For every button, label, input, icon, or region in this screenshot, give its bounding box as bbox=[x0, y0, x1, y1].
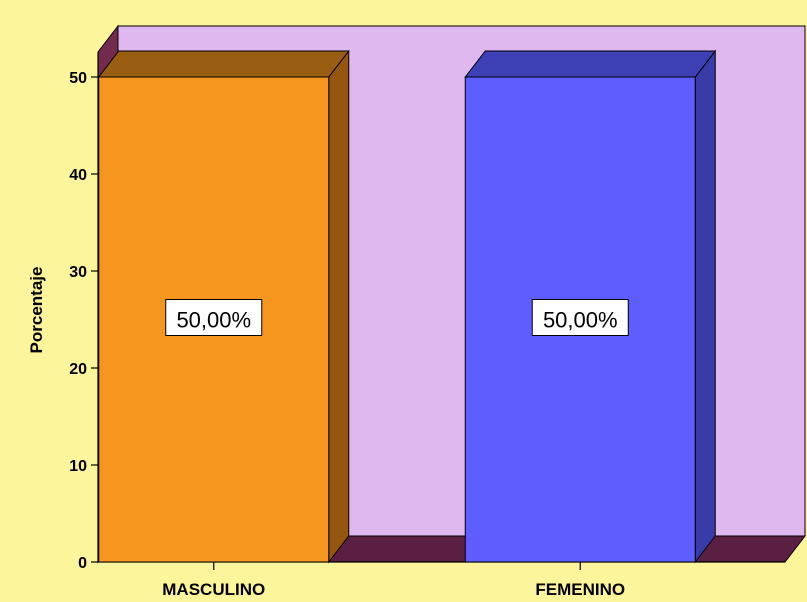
x-tick-label: MASCULINO bbox=[162, 580, 265, 599]
data-label: 50,00% bbox=[165, 299, 263, 336]
y-axis-label: Porcentaje bbox=[27, 267, 46, 354]
data-label-text: 50,00% bbox=[543, 308, 618, 333]
chart-labels: MASCULINO 50,00% FEMENINO 50,00% bbox=[162, 299, 629, 599]
y-tick-label: 20 bbox=[69, 361, 87, 378]
y-tick-label: 30 bbox=[69, 264, 87, 281]
x-tick-label: FEMENINO bbox=[535, 580, 625, 599]
y-tick-label: 40 bbox=[69, 167, 87, 184]
bar-top bbox=[97, 50, 350, 78]
y-tick-label: 0 bbox=[78, 555, 87, 572]
data-label-box bbox=[531, 299, 629, 336]
data-label-box bbox=[165, 299, 263, 336]
y-tick-label: 10 bbox=[69, 458, 87, 475]
bar-top bbox=[464, 50, 717, 78]
data-label-text: 50,00% bbox=[176, 308, 251, 333]
data-label: 50,00% bbox=[531, 299, 629, 336]
bar-side bbox=[328, 49, 350, 564]
y-tick-label: 50 bbox=[69, 70, 87, 87]
bar-side bbox=[694, 49, 716, 564]
